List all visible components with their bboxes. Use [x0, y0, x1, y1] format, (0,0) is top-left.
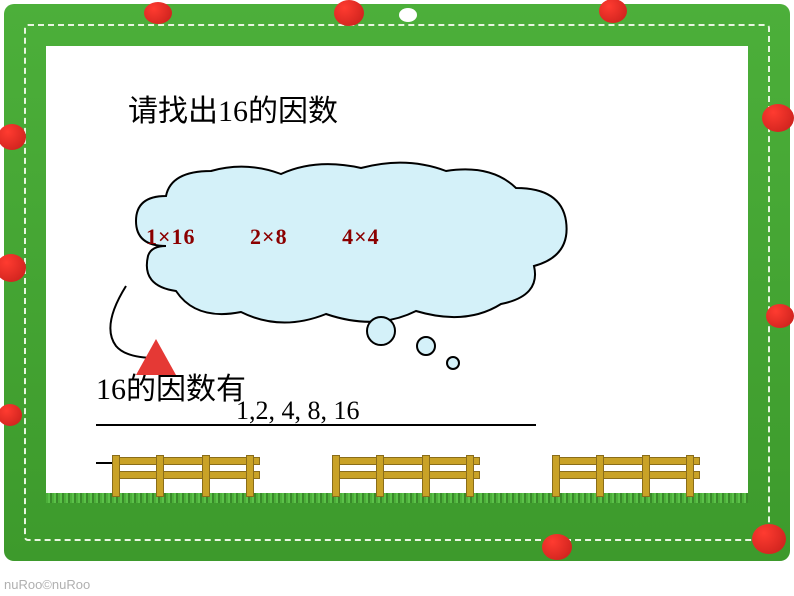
- content-area: 请找出16的因数 1×16 2×8 4×4 16的因数有 1,2, 4, 8, …: [46, 46, 748, 503]
- factor-pair-2: 2×8: [250, 224, 288, 249]
- factor-pairs: 1×16 2×8 4×4: [146, 224, 380, 250]
- apple-decoration: [752, 524, 786, 554]
- fence-decoration: [326, 453, 486, 497]
- factor-pair-3: 4×4: [342, 224, 380, 249]
- thought-bubble-small: [446, 356, 460, 370]
- factor-pair-1: 1×16: [146, 224, 196, 249]
- apple-decoration: [766, 304, 794, 328]
- fence-decoration: [546, 453, 706, 497]
- answer-underline-1: [96, 424, 536, 426]
- apple-decoration: [0, 254, 26, 282]
- green-border: 请找出16的因数 1×16 2×8 4×4 16的因数有 1,2, 4, 8, …: [4, 4, 790, 561]
- apple-decoration: [144, 2, 172, 24]
- apple-decoration: [599, 0, 627, 23]
- fence-decoration: [106, 453, 266, 497]
- pointer-curve: [46, 46, 246, 386]
- apple-decoration: [0, 404, 22, 426]
- watermark: nuRoo©nuRoo: [4, 577, 90, 592]
- thought-bubble-small: [416, 336, 436, 356]
- thought-bubble-small: [366, 316, 396, 346]
- apple-decoration: [0, 124, 26, 150]
- slide-frame: 请找出16的因数 1×16 2×8 4×4 16的因数有 1,2, 4, 8, …: [0, 0, 794, 596]
- apple-decoration: [762, 104, 794, 132]
- red-pointer-icon: [136, 339, 176, 375]
- apple-decoration: [334, 0, 364, 26]
- answer-list: 1,2, 4, 8, 16: [236, 396, 360, 426]
- page-notch: [399, 8, 417, 22]
- apple-decoration: [542, 534, 572, 560]
